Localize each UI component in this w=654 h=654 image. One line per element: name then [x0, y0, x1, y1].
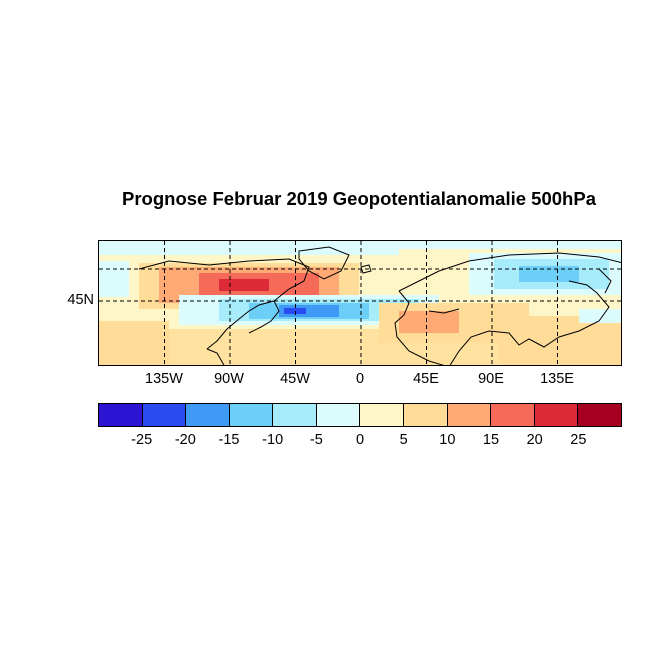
lon-label-135w: 135W: [145, 371, 183, 387]
colorbar-swatch: [447, 404, 492, 426]
colorbar-swatch: [273, 404, 317, 426]
colorbar-swatch: [229, 404, 274, 426]
anomaly-field: [99, 241, 621, 365]
colorbar-label: -25: [131, 432, 153, 448]
colorbar-label: 25: [570, 432, 587, 448]
colorbar-swatch: [142, 404, 187, 426]
anomaly-map: [98, 240, 622, 366]
colorbar-swatch: [404, 404, 448, 426]
colorbar-label: 10: [439, 432, 456, 448]
lon-label-135e: 135E: [540, 371, 574, 387]
colorbar-swatch: [316, 404, 361, 426]
lon-label-90w: 90W: [214, 371, 244, 387]
colorbar-label: -10: [262, 432, 284, 448]
colorbar-label: -15: [218, 432, 240, 448]
colorbar-swatch: [491, 404, 535, 426]
colorbar-label: 0: [355, 432, 365, 448]
colorbar-swatch: [578, 404, 621, 426]
colorbar-label: -20: [174, 432, 196, 448]
colorbar-swatch: [360, 404, 405, 426]
colorbar-swatch: [534, 404, 579, 426]
lat-label-45n: 45N: [67, 292, 94, 308]
colorbar-swatch: [99, 404, 143, 426]
colorbar-label: 15: [482, 432, 500, 448]
lon-label-45e: 45E: [413, 371, 439, 387]
colorbar-label: 5: [399, 432, 408, 448]
colorbar-label: -5: [309, 432, 323, 448]
lon-label-90e: 90E: [478, 371, 504, 387]
colorbar-label: 20: [526, 432, 543, 448]
map-title: Prognose Februar 2019 Geopotentialanomal…: [122, 188, 596, 209]
colorbar-swatch: [186, 404, 230, 426]
lon-label-0: 0: [355, 371, 365, 387]
colorbar: [98, 403, 622, 427]
lon-label-45w: 45W: [280, 371, 310, 387]
